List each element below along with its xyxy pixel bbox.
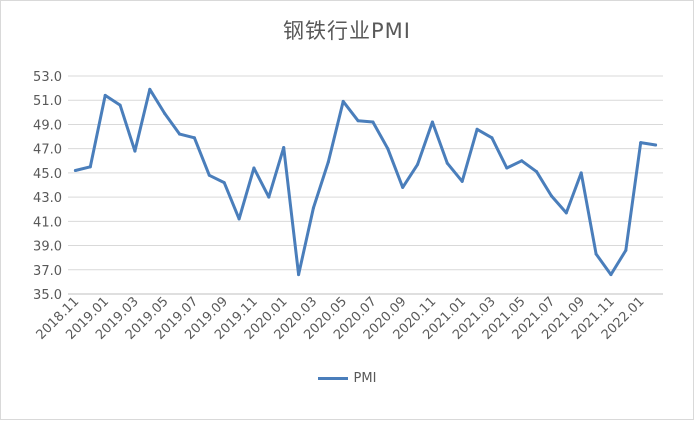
y-tick-label: 49.0 xyxy=(33,118,62,133)
data-point xyxy=(163,112,167,116)
y-tick-label: 43.0 xyxy=(33,191,62,206)
data-point xyxy=(445,161,449,165)
chart-title: 钢铁行业PMI xyxy=(283,19,411,43)
data-point xyxy=(371,120,375,124)
data-point xyxy=(148,87,152,91)
data-point xyxy=(311,206,315,210)
data-point xyxy=(207,173,211,177)
y-tick-label: 51.0 xyxy=(33,94,62,109)
y-tick-label: 53.0 xyxy=(33,70,62,85)
data-point xyxy=(73,168,77,172)
y-tick-label: 41.0 xyxy=(33,215,62,230)
data-point xyxy=(475,127,479,131)
data-point xyxy=(505,166,509,170)
y-tick-label: 35.0 xyxy=(33,288,62,303)
data-point xyxy=(594,252,598,256)
legend-swatch xyxy=(317,377,348,380)
data-point xyxy=(401,185,405,189)
data-point xyxy=(192,136,196,140)
y-tick-label: 37.0 xyxy=(33,264,62,279)
data-point xyxy=(520,159,524,163)
data-point xyxy=(460,179,464,183)
data-point xyxy=(252,166,256,170)
data-point xyxy=(654,143,658,147)
y-tick-label: 45.0 xyxy=(33,167,62,182)
data-point xyxy=(490,136,494,140)
data-point xyxy=(624,248,628,252)
data-point xyxy=(297,273,301,277)
data-point xyxy=(356,119,360,123)
data-point xyxy=(430,120,434,124)
data-point xyxy=(326,160,330,164)
data-point xyxy=(564,211,568,215)
data-point xyxy=(222,181,226,185)
data-point xyxy=(609,273,613,277)
data-point xyxy=(133,149,137,153)
data-point xyxy=(416,162,420,166)
data-point xyxy=(549,194,553,198)
data-point xyxy=(178,132,182,136)
legend-label: PMI xyxy=(353,371,377,386)
data-point xyxy=(535,170,539,174)
y-tick-label: 39.0 xyxy=(33,240,62,255)
data-point xyxy=(237,217,241,221)
data-point xyxy=(386,147,390,151)
data-point xyxy=(282,145,286,149)
y-tick-label: 47.0 xyxy=(33,143,62,158)
data-point xyxy=(88,165,92,169)
data-point xyxy=(639,141,643,145)
data-point xyxy=(267,195,271,199)
data-point xyxy=(579,171,583,175)
series-line-pmi xyxy=(73,87,658,277)
data-point xyxy=(103,93,107,97)
data-point xyxy=(341,99,345,103)
legend: PMI xyxy=(1,371,693,386)
data-point xyxy=(118,103,122,107)
